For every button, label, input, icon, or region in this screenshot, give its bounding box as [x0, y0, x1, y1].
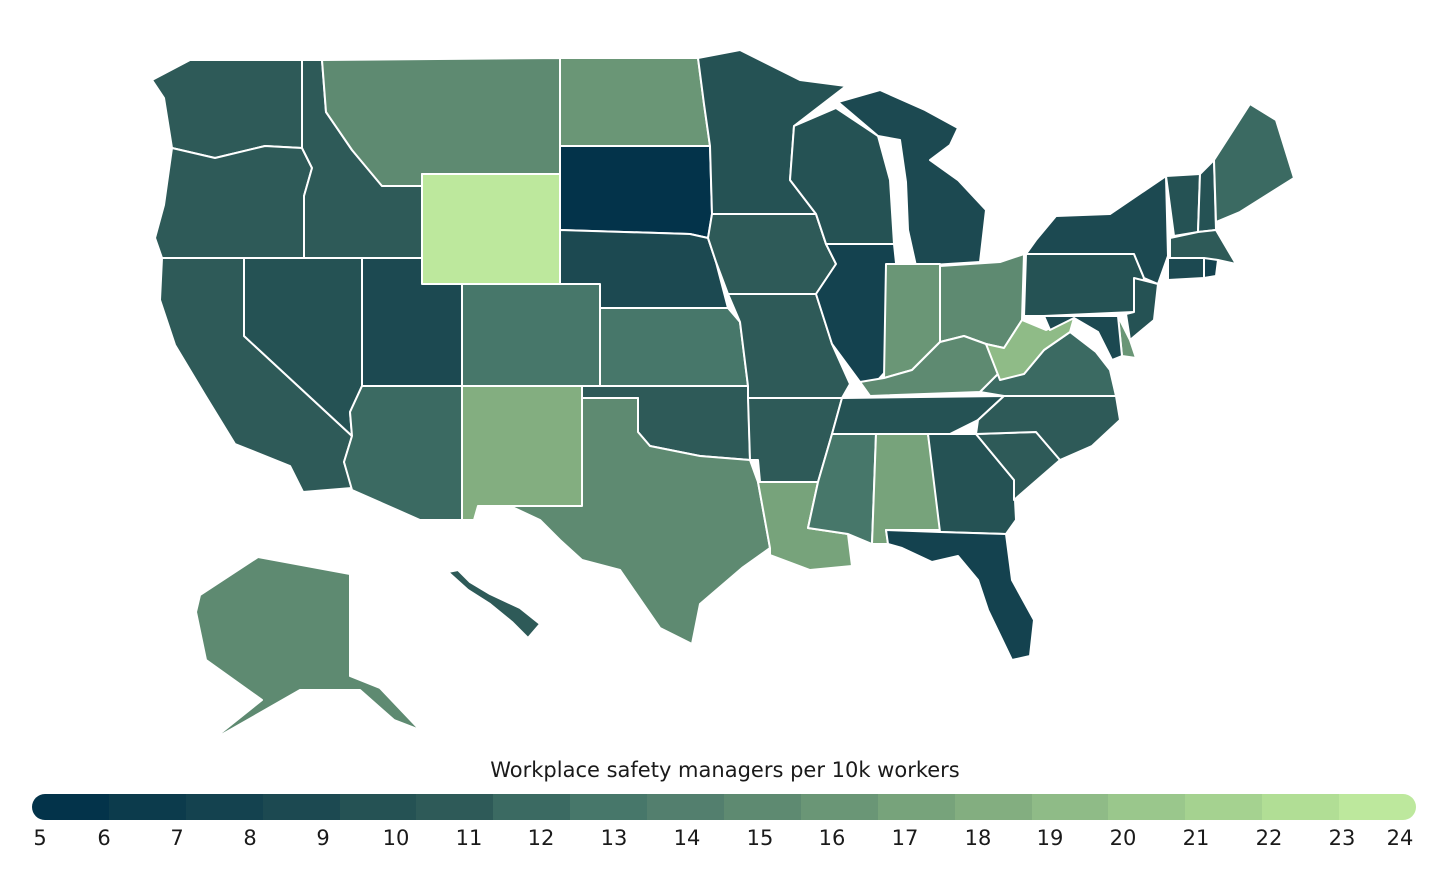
state-wy[interactable]: [421, 173, 561, 285]
state-hi[interactable]: [447, 569, 541, 639]
state-ak[interactable]: [195, 556, 421, 741]
state-co[interactable]: [461, 283, 601, 387]
state-tn[interactable]: [831, 395, 1005, 435]
legend-swatch: [877, 794, 955, 820]
color-scale-ticks: 5 6 7 8 9 10 11 12 13 14 15 16 17 18 19 20 21 22 23 24: [0, 826, 1450, 856]
legend-swatch: [724, 794, 801, 820]
legend-tick-label: 9: [316, 826, 330, 850]
legend-swatch: [339, 794, 417, 820]
state-ri[interactable]: [1203, 257, 1219, 279]
legend-tick-label: 10: [382, 826, 410, 850]
legend-swatch: [185, 794, 263, 820]
state-pa[interactable]: [1023, 253, 1145, 317]
state-ct[interactable]: [1167, 257, 1205, 281]
us-choropleth-map: [151, 49, 1295, 741]
legend-tick-label: 8: [243, 826, 257, 850]
state-or[interactable]: [154, 145, 313, 259]
legend-tick-label: 7: [170, 826, 184, 850]
legend-swatch: [416, 794, 494, 820]
legend-tick-label: 6: [97, 826, 111, 850]
color-scale-bar: [32, 794, 1416, 820]
legend-swatch: [647, 794, 725, 820]
state-me[interactable]: [1213, 103, 1295, 223]
legend-tick-label: 15: [746, 826, 774, 850]
state-ks[interactable]: [599, 307, 749, 387]
legend-swatch: [1339, 794, 1416, 820]
state-mi[interactable]: [837, 89, 987, 267]
legend-tick-label: 13: [600, 826, 628, 850]
legend-swatch: [32, 794, 109, 820]
legend-tick-label: 5: [33, 826, 47, 850]
legend-tick-label: 12: [527, 826, 555, 850]
state-ny[interactable]: [1025, 175, 1169, 285]
legend-swatch: [800, 794, 878, 820]
state-ky[interactable]: [859, 335, 1001, 397]
legend-swatch: [1185, 794, 1263, 820]
legend-tick-label: 14: [673, 826, 701, 850]
state-nh[interactable]: [1197, 159, 1217, 233]
legend-swatch: [108, 794, 186, 820]
legend-swatch: [262, 794, 340, 820]
legend-tick-label: 20: [1109, 826, 1137, 850]
state-nd[interactable]: [559, 57, 711, 147]
legend-tick-label: 23: [1328, 826, 1356, 850]
legend-tick-label: 24: [1386, 826, 1414, 850]
state-wv[interactable]: [985, 317, 1075, 381]
state-tx[interactable]: [509, 397, 771, 645]
legend-tick-label: 18: [964, 826, 992, 850]
state-fl[interactable]: [885, 529, 1035, 661]
legend-swatch: [1262, 794, 1340, 820]
state-md[interactable]: [1043, 315, 1123, 361]
legend-tick-label: 19: [1036, 826, 1064, 850]
legend-swatch: [1031, 794, 1109, 820]
state-nm[interactable]: [461, 385, 583, 521]
state-oh[interactable]: [939, 253, 1025, 349]
legend-tick-label: 17: [891, 826, 919, 850]
legend-tick-label: 21: [1182, 826, 1210, 850]
state-vt[interactable]: [1165, 173, 1201, 237]
state-sd[interactable]: [559, 145, 713, 239]
state-ia[interactable]: [707, 213, 837, 295]
legend-tick-label: 22: [1255, 826, 1283, 850]
state-wa[interactable]: [151, 59, 303, 159]
legend-title: Workplace safety managers per 10k worker…: [490, 758, 960, 782]
legend-swatch: [1108, 794, 1186, 820]
legend-swatch: [570, 794, 648, 820]
legend-swatch: [493, 794, 571, 820]
legend-tick-label: 11: [455, 826, 483, 850]
legend-tick-label: 16: [818, 826, 846, 850]
state-az[interactable]: [343, 385, 463, 521]
legend-swatch: [954, 794, 1032, 820]
